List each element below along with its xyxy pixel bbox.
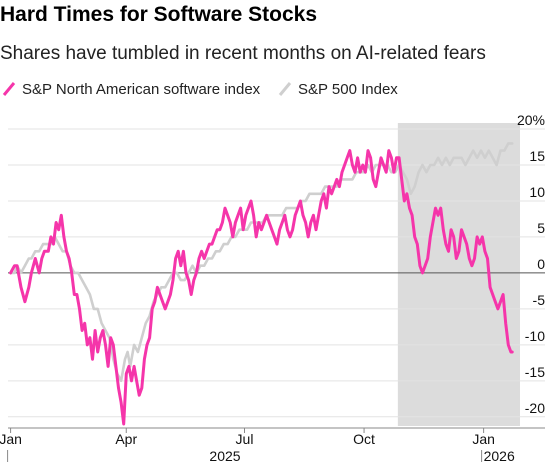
y-tick-label: -5 [533, 292, 546, 308]
legend-swatch-software [2, 82, 16, 96]
y-tick-label: 15 [529, 148, 545, 164]
y-tick-label: -10 [525, 328, 545, 344]
y-tick-label: 5 [537, 220, 545, 236]
y-tick-label: 10 [529, 184, 545, 200]
x-tick-label: Jan [0, 431, 22, 447]
chart-subtitle: Shares have tumbled in recent months on … [0, 43, 486, 64]
year-label: 2026 [484, 448, 515, 464]
legend-label-sp500: S&P 500 Index [298, 81, 398, 98]
y-tick-label: 0 [537, 256, 545, 272]
chart-title: Hard Times for Software Stocks [0, 3, 317, 26]
x-tick-label: Jan [472, 431, 495, 447]
legend: S&P North American software index S&P 50… [2, 81, 398, 98]
y-tick-label: -15 [525, 364, 545, 380]
year-label: 2025 [209, 448, 240, 464]
y-tick-label: -20 [525, 400, 545, 416]
x-tick-label: Oct [353, 431, 375, 447]
legend-item-software: S&P North American software index [2, 81, 261, 98]
legend-swatch-sp500 [278, 82, 292, 96]
plot-area: 20% 15 10 5 0 -5 -10 -15 -20 Jan Apr Jul Oct Jan 2025 2… [0, 112, 545, 464]
legend-item-sp500: S&P 500 Index [278, 81, 398, 98]
legend-label-software: S&P North American software index [22, 81, 261, 98]
x-tick-label: Apr [115, 431, 137, 447]
series-line-software [9, 149, 514, 426]
y-tick-label: 20% [517, 112, 545, 128]
x-tick-label: Jul [236, 431, 254, 447]
